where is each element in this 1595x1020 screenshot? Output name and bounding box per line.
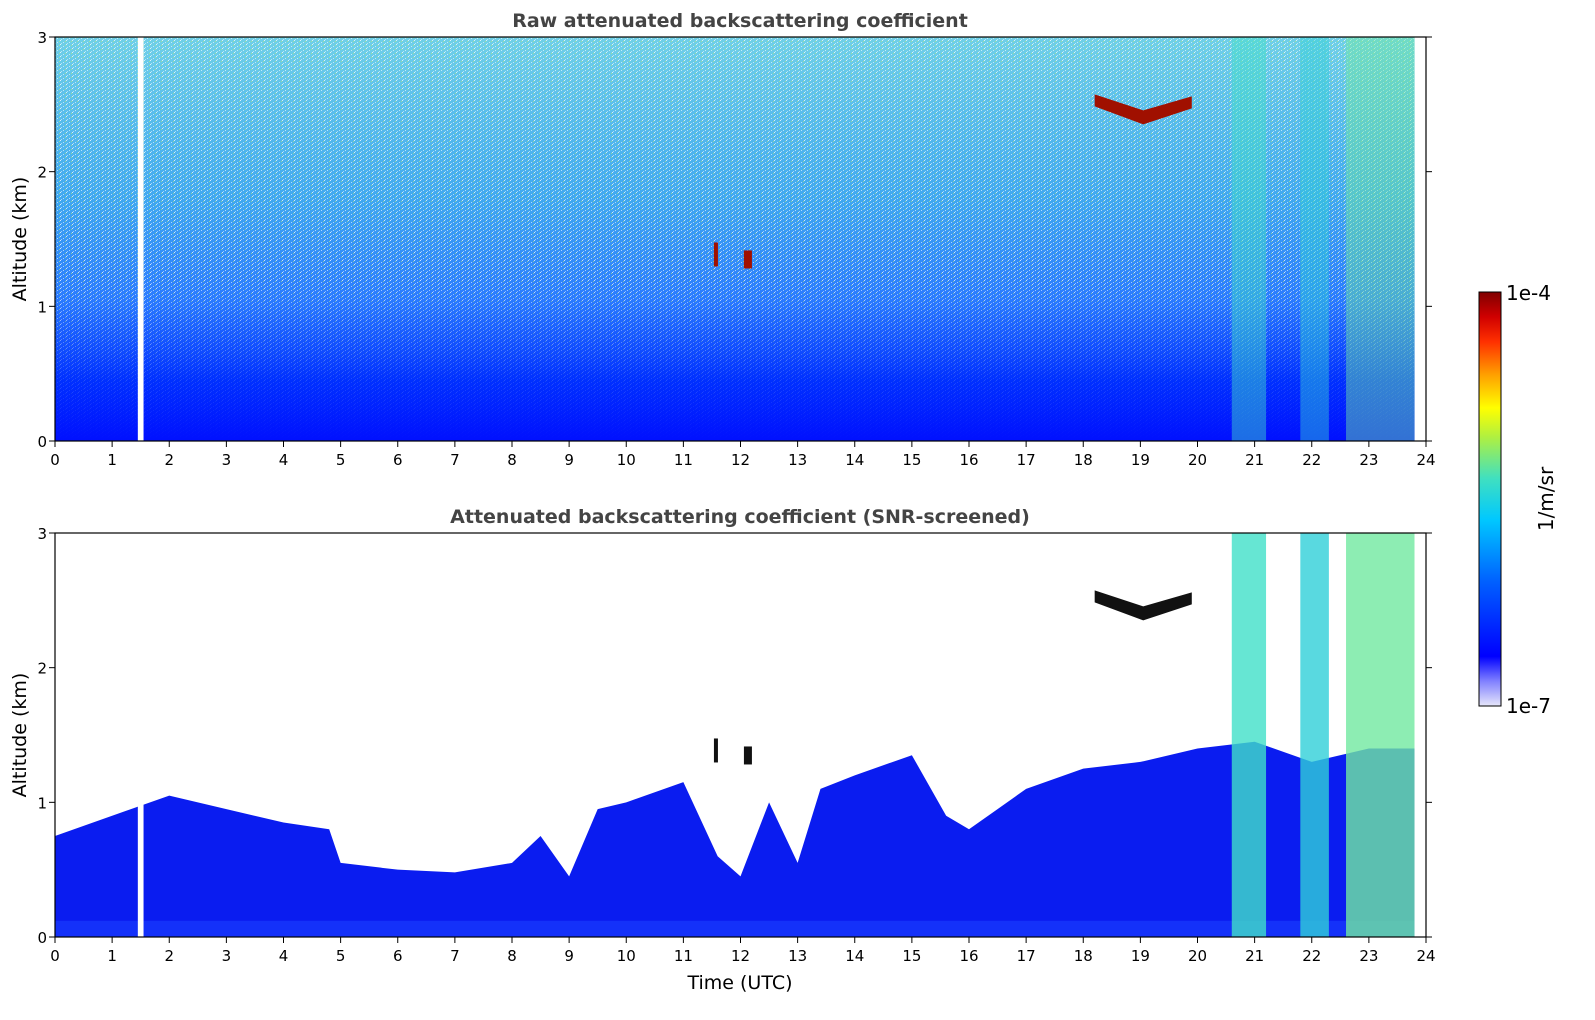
x-tick-label: 24 bbox=[1416, 451, 1435, 469]
enhanced-signal-band bbox=[1346, 533, 1415, 937]
cloud-layer bbox=[1094, 94, 1192, 125]
x-tick-label: 20 bbox=[1188, 451, 1207, 469]
y-tick-label: 1 bbox=[37, 794, 47, 812]
colorbar-min-label: 1e-7 bbox=[1506, 694, 1551, 718]
cloud-layer bbox=[743, 746, 752, 765]
y-axis-label: Altitude (km) bbox=[9, 177, 31, 302]
x-tick-label: 2 bbox=[164, 451, 174, 469]
enhanced-signal-band bbox=[1300, 533, 1329, 937]
x-tick-label: 13 bbox=[788, 947, 807, 965]
x-tick-label: 3 bbox=[222, 451, 232, 469]
near-ground-layer bbox=[55, 920, 1415, 937]
heatmap-raw bbox=[55, 37, 1426, 441]
x-tick-label: 8 bbox=[507, 451, 517, 469]
x-tick-label: 20 bbox=[1188, 947, 1207, 965]
x-tick-label: 18 bbox=[1074, 451, 1093, 469]
x-tick-label: 10 bbox=[617, 451, 636, 469]
blank-end-column bbox=[1414, 37, 1426, 441]
y-tick-label: 0 bbox=[37, 929, 47, 947]
heatmap-snr-screened bbox=[55, 533, 1426, 937]
y-tick-label: 3 bbox=[37, 29, 47, 47]
x-tick-label: 4 bbox=[279, 947, 289, 965]
x-tick-label: 19 bbox=[1131, 947, 1150, 965]
cloud-layer bbox=[743, 250, 752, 269]
x-tick-label: 21 bbox=[1245, 451, 1264, 469]
y-tick-label: 3 bbox=[37, 525, 47, 543]
x-tick-label: 10 bbox=[617, 947, 636, 965]
x-tick-label: 12 bbox=[731, 451, 750, 469]
screened-signal-area bbox=[55, 741, 1415, 937]
blank-end-column bbox=[1414, 533, 1426, 937]
x-tick-label: 6 bbox=[393, 947, 403, 965]
y-tick-label: 2 bbox=[37, 660, 47, 678]
x-tick-label: 15 bbox=[902, 947, 921, 965]
cloud-layer bbox=[1094, 590, 1192, 621]
enhanced-signal-band bbox=[1231, 37, 1267, 441]
enhanced-signal-band bbox=[1300, 37, 1329, 441]
panel-title: Raw attenuated backscattering coefficien… bbox=[512, 10, 968, 32]
colorbar-gradient bbox=[1478, 291, 1502, 707]
missing-data-gap bbox=[137, 533, 144, 937]
x-tick-label: 0 bbox=[50, 451, 60, 469]
x-tick-label: 18 bbox=[1074, 947, 1093, 965]
x-tick-label: 16 bbox=[959, 947, 978, 965]
x-tick-label: 22 bbox=[1302, 451, 1321, 469]
x-tick-label: 24 bbox=[1416, 947, 1435, 965]
cloud-layer bbox=[713, 242, 718, 267]
x-tick-label: 19 bbox=[1131, 451, 1150, 469]
x-tick-label: 14 bbox=[845, 451, 864, 469]
colorbar: 1e-4 1e-7 1/m/sr bbox=[1478, 281, 1558, 718]
x-tick-label: 2 bbox=[164, 947, 174, 965]
enhanced-signal-band bbox=[1231, 533, 1267, 937]
enhanced-signal-band bbox=[1346, 37, 1415, 441]
x-tick-label: 14 bbox=[845, 947, 864, 965]
panel-title: Attenuated backscattering coefficient (S… bbox=[450, 506, 1030, 528]
noise-speckle bbox=[55, 37, 1426, 441]
x-tick-label: 8 bbox=[507, 947, 517, 965]
x-tick-label: 17 bbox=[1017, 451, 1036, 469]
x-tick-label: 23 bbox=[1359, 451, 1378, 469]
x-tick-label: 3 bbox=[222, 947, 232, 965]
x-axis: 0 1 2 3 4 5 6 7 8 9 10 11 12 13 14 15 16 17 18 19 20 21 22 23 24 bbox=[50, 441, 1436, 469]
x-tick-label: 9 bbox=[564, 947, 574, 965]
cloud-layer bbox=[713, 738, 718, 763]
x-tick-label: 1 bbox=[107, 947, 117, 965]
x-tick-label: 15 bbox=[902, 451, 921, 469]
y-axis-label: Altitude (km) bbox=[9, 673, 31, 798]
x-tick-label: 0 bbox=[50, 947, 60, 965]
snr-screened-panel: Attenuated backscattering coefficient (S… bbox=[9, 506, 1436, 994]
y-tick-label: 0 bbox=[37, 433, 47, 451]
x-tick-label: 7 bbox=[450, 947, 460, 965]
x-axis: 0 1 2 3 4 5 6 7 8 9 10 11 12 13 14 15 16 17 18 19 20 21 22 23 24 bbox=[50, 937, 1436, 965]
x-tick-label: 5 bbox=[336, 451, 346, 469]
colorbar-units-label: 1/m/sr bbox=[1534, 466, 1558, 531]
raw-backscatter-panel: Raw attenuated backscattering coefficien… bbox=[9, 10, 1436, 469]
y-tick-label: 1 bbox=[37, 298, 47, 316]
x-tick-label: 4 bbox=[279, 451, 289, 469]
colorbar-max-label: 1e-4 bbox=[1506, 281, 1551, 305]
x-tick-label: 5 bbox=[336, 947, 346, 965]
missing-data-gap bbox=[137, 37, 144, 441]
x-tick-label: 7 bbox=[450, 451, 460, 469]
x-tick-label: 11 bbox=[674, 451, 693, 469]
x-tick-label: 22 bbox=[1302, 947, 1321, 965]
x-tick-label: 21 bbox=[1245, 947, 1264, 965]
x-tick-label: 11 bbox=[674, 947, 693, 965]
x-tick-label: 13 bbox=[788, 451, 807, 469]
x-tick-label: 23 bbox=[1359, 947, 1378, 965]
x-tick-label: 12 bbox=[731, 947, 750, 965]
x-tick-label: 17 bbox=[1017, 947, 1036, 965]
y-axis: 0 1 2 3 bbox=[37, 525, 1432, 947]
x-tick-label: 1 bbox=[107, 451, 117, 469]
x-tick-label: 9 bbox=[564, 451, 574, 469]
y-tick-label: 2 bbox=[37, 164, 47, 182]
x-tick-label: 6 bbox=[393, 451, 403, 469]
x-axis-label: Time (UTC) bbox=[686, 972, 792, 994]
x-tick-label: 16 bbox=[959, 451, 978, 469]
y-axis: 0 1 2 3 bbox=[37, 29, 1432, 451]
